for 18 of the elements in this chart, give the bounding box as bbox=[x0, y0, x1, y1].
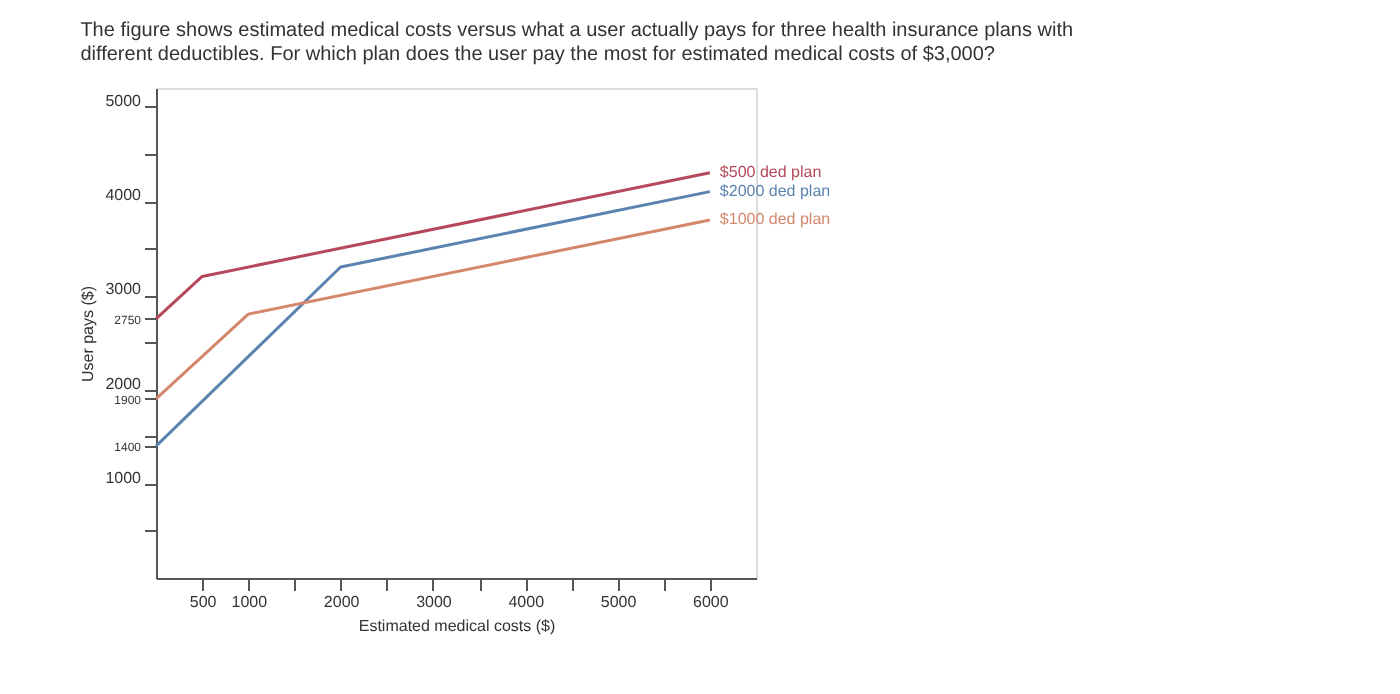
x-tick-label: 4000 bbox=[508, 593, 546, 611]
x-axis-title: Estimated medical costs ($) bbox=[358, 617, 556, 635]
x-tick-label: 6000 bbox=[693, 593, 730, 611]
series-label: $500 ded plan bbox=[719, 162, 822, 181]
y-tick-label: 1000 bbox=[105, 468, 143, 487]
y-tick-label: 3000 bbox=[105, 280, 143, 299]
y-axis-title: User pays ($) bbox=[79, 285, 98, 383]
x-tick-label: 5000 bbox=[600, 593, 638, 611]
x-tick-label: 2000 bbox=[323, 593, 361, 611]
y-tick-label: 2000 bbox=[105, 374, 143, 393]
x-tick-label: 1000 bbox=[231, 593, 269, 611]
x-tick-label: 3000 bbox=[416, 593, 453, 611]
series-label: $2000 ded plan bbox=[719, 181, 831, 200]
y-tick-label: 5000 bbox=[105, 91, 143, 110]
series-label: $1000 ded plan bbox=[719, 209, 831, 228]
x-tick-label: 500 bbox=[189, 593, 218, 611]
chart-title: The figure shows estimated medical costs versus what a user actually pays for three health insurance plans with different deductibles. For which plan does the user pay the most for estimated medical costs of $3,000? bbox=[80, 20, 1074, 66]
y-tick-label: 4000 bbox=[105, 186, 143, 205]
